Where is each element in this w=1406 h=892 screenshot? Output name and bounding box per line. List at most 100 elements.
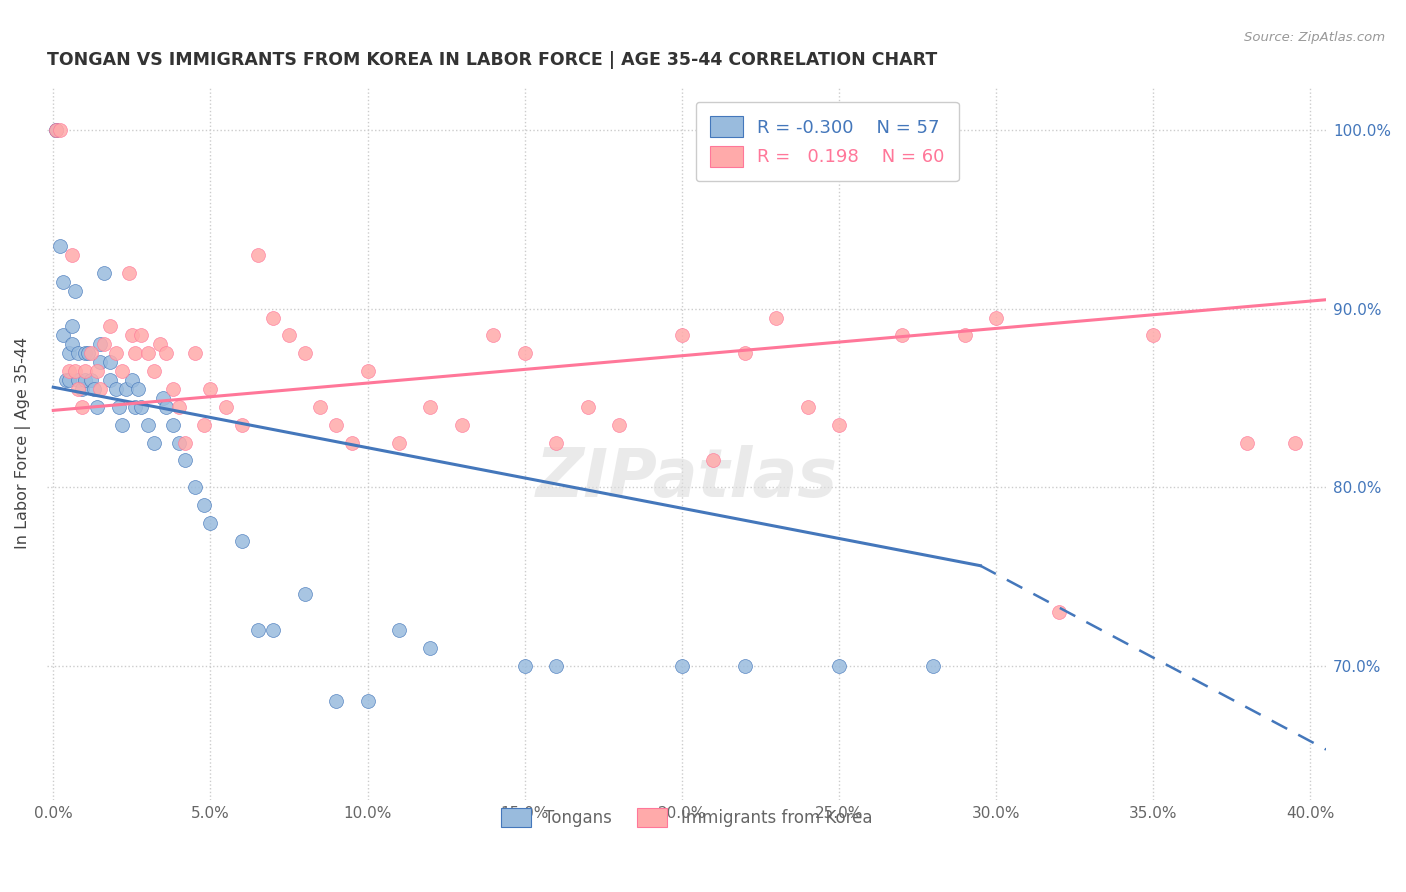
Point — [89, 355, 111, 369]
Y-axis label: In Labor Force | Age 35-44: In Labor Force | Age 35-44 — [15, 336, 31, 549]
Point — [193, 498, 215, 512]
Point — [546, 658, 568, 673]
Point — [984, 310, 1007, 325]
Point — [828, 658, 851, 673]
Point — [325, 417, 347, 432]
Point — [52, 275, 75, 289]
Point — [1236, 435, 1258, 450]
Point — [1047, 605, 1070, 619]
Point — [388, 435, 411, 450]
Point — [70, 382, 93, 396]
Point — [86, 400, 108, 414]
Point — [124, 400, 146, 414]
Point — [45, 123, 67, 137]
Point — [796, 400, 818, 414]
Point — [136, 346, 159, 360]
Text: ZIPatlas: ZIPatlas — [536, 445, 838, 511]
Point — [55, 373, 77, 387]
Point — [73, 373, 96, 387]
Point — [167, 435, 190, 450]
Point — [325, 694, 347, 708]
Point — [124, 346, 146, 360]
Point — [65, 284, 87, 298]
Point — [76, 346, 98, 360]
Point — [828, 417, 851, 432]
Point — [155, 400, 177, 414]
Point — [65, 364, 87, 378]
Point — [93, 337, 115, 351]
Point — [262, 623, 284, 637]
Point — [142, 435, 165, 450]
Point — [83, 382, 105, 396]
Point — [58, 373, 80, 387]
Point — [162, 417, 184, 432]
Point — [48, 239, 70, 253]
Point — [231, 417, 253, 432]
Point — [98, 355, 121, 369]
Point — [149, 337, 172, 351]
Point — [922, 658, 945, 673]
Text: Source: ZipAtlas.com: Source: ZipAtlas.com — [1244, 31, 1385, 45]
Point — [67, 346, 90, 360]
Point — [93, 266, 115, 280]
Point — [129, 328, 152, 343]
Point — [111, 364, 134, 378]
Point — [121, 328, 143, 343]
Point — [174, 453, 197, 467]
Point — [152, 391, 174, 405]
Point — [98, 373, 121, 387]
Point — [73, 346, 96, 360]
Point — [890, 328, 912, 343]
Point — [111, 417, 134, 432]
Point — [546, 435, 568, 450]
Point — [215, 400, 238, 414]
Text: TONGAN VS IMMIGRANTS FROM KOREA IN LABOR FORCE | AGE 35-44 CORRELATION CHART: TONGAN VS IMMIGRANTS FROM KOREA IN LABOR… — [46, 51, 938, 69]
Point — [294, 587, 316, 601]
Point — [67, 373, 90, 387]
Point — [419, 400, 441, 414]
Point — [671, 658, 693, 673]
Point — [60, 319, 83, 334]
Point — [1284, 435, 1306, 450]
Point — [513, 658, 536, 673]
Point — [262, 310, 284, 325]
Point — [127, 382, 149, 396]
Point — [105, 382, 128, 396]
Point — [129, 400, 152, 414]
Point — [167, 400, 190, 414]
Point — [200, 382, 222, 396]
Point — [231, 533, 253, 548]
Point — [671, 328, 693, 343]
Point — [702, 453, 724, 467]
Point — [193, 417, 215, 432]
Point — [45, 123, 67, 137]
Point — [309, 400, 332, 414]
Point — [183, 480, 205, 494]
Point — [118, 266, 141, 280]
Point — [513, 346, 536, 360]
Point — [48, 123, 70, 137]
Legend: Tongans, Immigrants from Korea: Tongans, Immigrants from Korea — [495, 801, 879, 834]
Point — [294, 346, 316, 360]
Point — [142, 364, 165, 378]
Point — [58, 346, 80, 360]
Point — [58, 364, 80, 378]
Point — [80, 373, 103, 387]
Point — [388, 623, 411, 637]
Point — [607, 417, 630, 432]
Point — [278, 328, 301, 343]
Point — [98, 319, 121, 334]
Point — [340, 435, 363, 450]
Point — [162, 382, 184, 396]
Point — [155, 346, 177, 360]
Point — [45, 123, 67, 137]
Point — [73, 364, 96, 378]
Point — [80, 346, 103, 360]
Point — [174, 435, 197, 450]
Point — [67, 382, 90, 396]
Point — [953, 328, 976, 343]
Point — [356, 364, 378, 378]
Point — [114, 382, 136, 396]
Point — [60, 337, 83, 351]
Point — [52, 328, 75, 343]
